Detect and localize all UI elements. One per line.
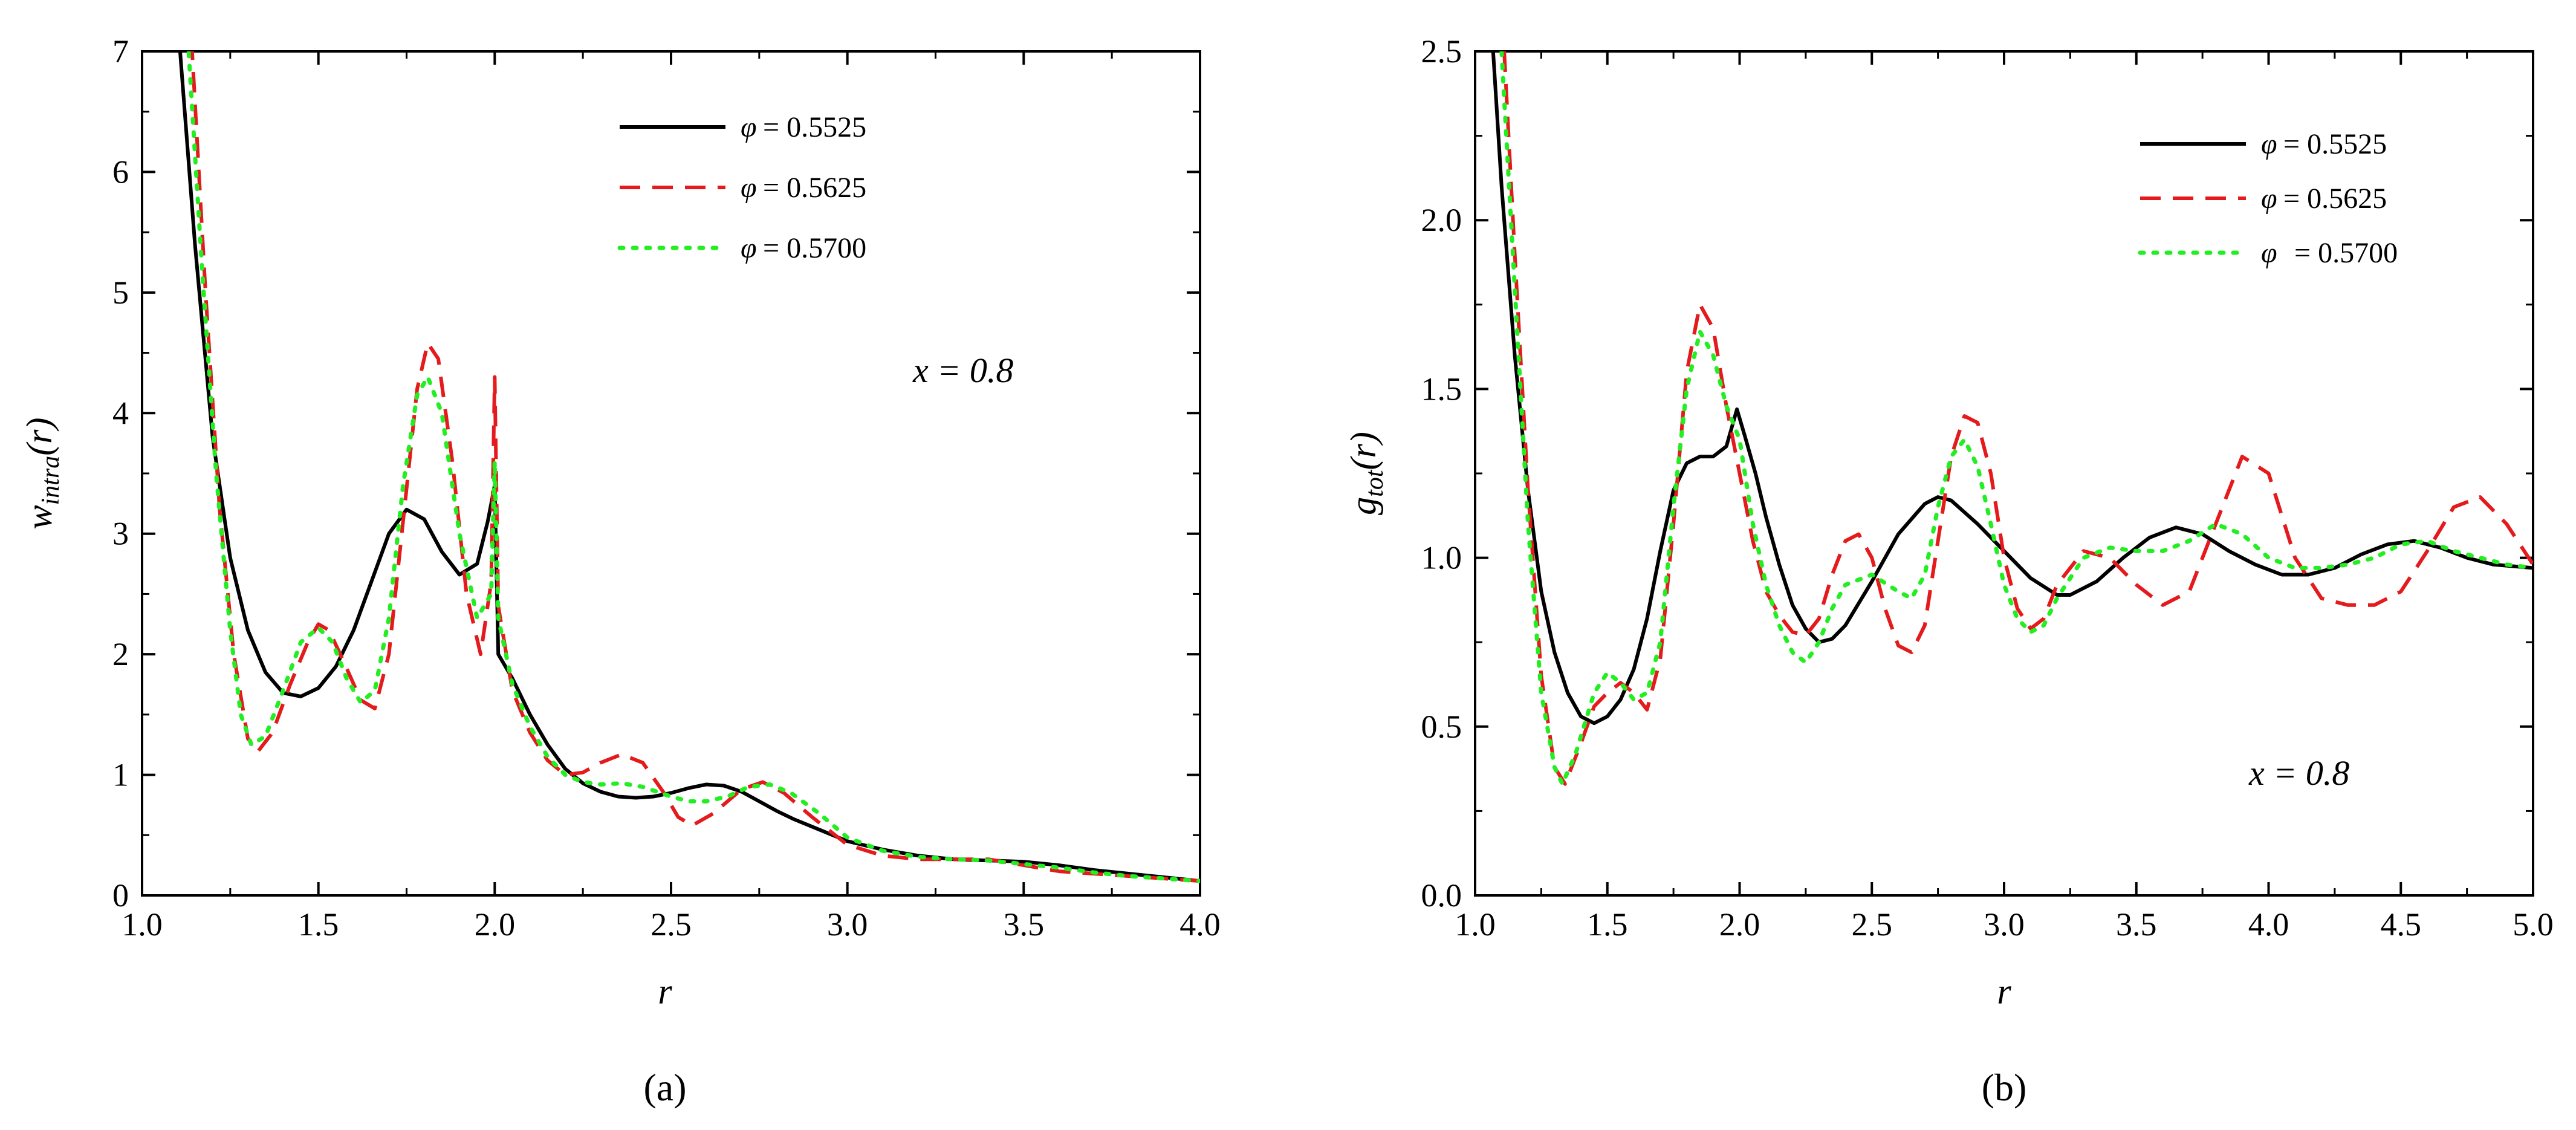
panel-b-xtick-label: 1.5 xyxy=(1587,906,1628,943)
panel-a-ytick-label: 1 xyxy=(112,757,129,793)
panel-b-legend-value-1: = 0.5625 xyxy=(2283,183,2387,215)
panel-a-xtick-label: 3.5 xyxy=(1004,906,1045,943)
panel-b-caption: (b) xyxy=(1982,1066,2027,1109)
panel-a-series-1 xyxy=(190,51,1200,883)
panel-a-series-2 xyxy=(186,51,1200,883)
panel-a-xtick-label: 2.0 xyxy=(475,906,516,943)
panel-a-ytick-label: 0 xyxy=(112,877,129,914)
panel-a-ytick-label: 2 xyxy=(112,636,129,672)
panel-b-legend-phi-1: φ xyxy=(2261,183,2277,215)
panel-a-annotation: x = 0.8 xyxy=(912,351,1013,390)
panel-a-lines xyxy=(178,51,1200,883)
panel-b: 1.0 1.5 2.0 2.5 3.0 3.5 4.0 4.5 5.0 0.0 0.5 1.0 1.5 2… xyxy=(1343,33,2554,1109)
panel-b-legend-phi-2: φ xyxy=(2261,237,2277,269)
panel-b-legend-phi-0: φ xyxy=(2261,128,2277,160)
panel-b-series-2 xyxy=(1499,51,2533,787)
panel-b-ytick-label: 1.5 xyxy=(1421,371,1462,407)
panel-b-xtick-label: 4.5 xyxy=(2381,906,2422,943)
panel-b-ytick-label: 1.0 xyxy=(1421,540,1462,576)
panel-a-legend-value-2: = 0.5700 xyxy=(763,232,866,264)
panel-b-ytick-label: 2.5 xyxy=(1421,33,1462,70)
panel-a-legend-phi-0: φ xyxy=(741,111,757,143)
panel-b-xtick-label: 1.0 xyxy=(1455,906,1496,943)
panel-a-ytick-label: 5 xyxy=(112,274,129,311)
panel-a-xtick-label: 1.5 xyxy=(298,906,339,943)
panel-a-ytick-label: 3 xyxy=(112,516,129,552)
panel-a-ytick-label: 6 xyxy=(112,154,129,190)
panel-a-ylabel-tail: (r) xyxy=(19,417,59,455)
panel-a-legend-value-0: = 0.5525 xyxy=(763,111,866,143)
panel-b-xtick-label: 2.5 xyxy=(1852,906,1893,943)
panel-b-annotation: x = 0.8 xyxy=(2248,753,2349,793)
panel-b-legend-value-0: = 0.5525 xyxy=(2283,128,2387,160)
panel-b-legend: φ = 0.5525 φ = 0.5625 φ = 0.5700 xyxy=(2138,128,2398,269)
panel-b-ytick-label: 2.0 xyxy=(1421,202,1462,238)
panel-b-lines xyxy=(1491,51,2533,787)
panel-a-ytick-label: 4 xyxy=(112,395,129,431)
panel-a-xtick-label: 3.0 xyxy=(827,906,868,943)
panel-a-legend-phi-1: φ xyxy=(741,172,757,204)
panel-a-caption: (a) xyxy=(643,1066,686,1109)
panel-a-ylabel-sub: intra xyxy=(37,456,65,505)
panel-a-xtick-label: 2.5 xyxy=(650,906,692,943)
panel-b-ticks: 1.0 1.5 2.0 2.5 3.0 3.5 4.0 4.5 5.0 0.0 0.5 1.0 1.5 2… xyxy=(1421,33,2554,943)
panel-a-xlabel: r xyxy=(658,972,672,1011)
panel-a-legend: φ = 0.5525 φ = 0.5625 φ = 0.5700 xyxy=(617,111,866,264)
panel-a-ylabel-main: w xyxy=(19,505,59,529)
panel-b-legend-value-2: = 0.5700 xyxy=(2294,237,2398,269)
panel-b-ytick-label: 0.5 xyxy=(1421,709,1462,745)
panel-b-series-0 xyxy=(1491,51,2533,726)
panel-b-xtick-label: 3.0 xyxy=(1984,906,2025,943)
panel-b-series-1 xyxy=(1502,51,2533,786)
panel-b-ytick-label: 0.0 xyxy=(1421,877,1462,914)
panel-b-ylabel-tail: (r) xyxy=(1343,432,1383,470)
panel-a-xtick-label: 1.0 xyxy=(122,906,163,943)
panel-b-xtick-label: 3.5 xyxy=(2116,906,2157,943)
panel-a-ticks: 1.0 1.5 2.0 2.5 3.0 3.5 4.0 0 1 2 3 4 5 6 7 xyxy=(112,33,1221,943)
panel-b-xtick-label: 4.0 xyxy=(2248,906,2289,943)
panel-a-ytick-label: 7 xyxy=(112,33,129,70)
panel-b-xlabel: r xyxy=(1997,972,2011,1011)
panel-a-ylabel: wintra(r) xyxy=(19,417,65,529)
panel-a: 1.0 1.5 2.0 2.5 3.0 3.5 4.0 0 1 2 3 4 5 6 7 φ = 0.5525… xyxy=(19,33,1221,1109)
panel-b-ylabel: gtot(r) xyxy=(1343,432,1389,515)
panel-a-legend-value-1: = 0.5625 xyxy=(763,172,866,204)
panel-b-xtick-label: 2.0 xyxy=(1719,906,1760,943)
panel-a-legend-phi-2: φ xyxy=(741,232,757,264)
panel-b-ylabel-main: g xyxy=(1343,497,1383,515)
panel-b-ylabel-sub: tot xyxy=(1361,469,1389,497)
panel-a-xtick-label: 4.0 xyxy=(1179,906,1221,943)
panel-b-xtick-label: 5.0 xyxy=(2513,906,2554,943)
